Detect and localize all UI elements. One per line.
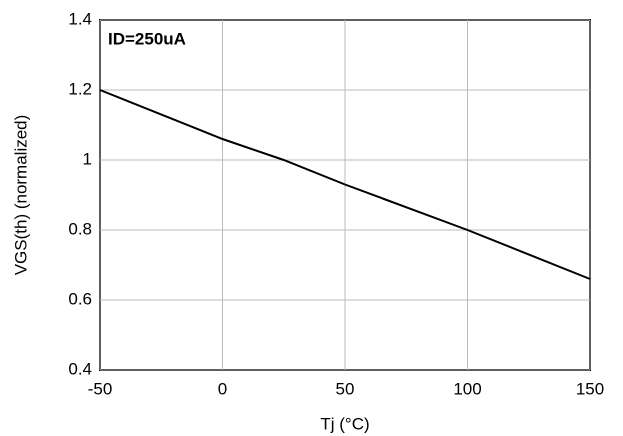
y-tick-label: 0.8 (68, 219, 92, 238)
y-tick-label: 0.6 (68, 289, 92, 308)
x-tick-label: 50 (336, 379, 355, 398)
x-tick-label: -50 (88, 379, 113, 398)
y-tick-label: 0.4 (68, 359, 92, 378)
x-tick-label: 0 (218, 379, 227, 398)
y-axis-label: VGS(th) (normalized) (11, 115, 30, 276)
x-axis-label: Tj (°C) (320, 414, 369, 433)
y-tick-label: 1.2 (68, 79, 92, 98)
x-tick-label: 100 (453, 379, 481, 398)
y-tick-label: 1 (83, 149, 92, 168)
page: {"chart_data": {"type": "line", "x": [-5… (0, 0, 623, 436)
y-tick-label: 1.4 (68, 9, 92, 28)
annotation: ID=250uA (108, 29, 186, 48)
x-tick-label: 150 (576, 379, 604, 398)
chart: ID=250uA Tj (°C) VGS(th) (normalized) 0.… (0, 0, 623, 436)
